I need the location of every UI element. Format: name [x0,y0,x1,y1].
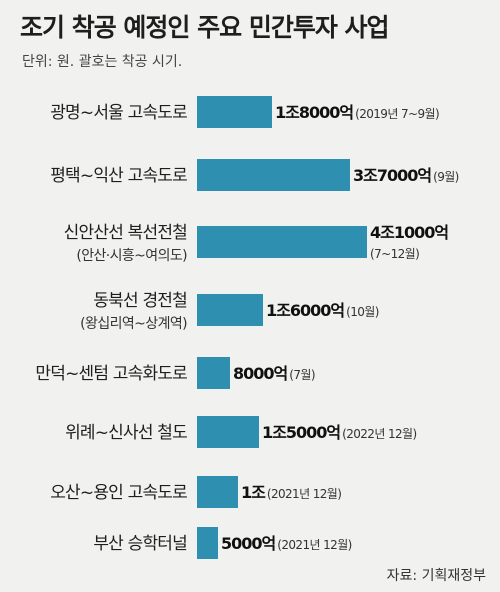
value-note-1: (9월) [433,170,459,184]
bar-3 [197,294,263,326]
category-sublabel-2: (안산·시흥~여의도) [76,248,187,264]
category-label-3: 동북선 경전철 [93,291,187,311]
value-note-2: (7~12월) [370,247,419,261]
chart-title: 조기 착공 예정인 주요 민간투자 사업 [20,13,390,42]
bar-7 [197,527,218,559]
value-label-5: 1조5000억 [262,423,340,442]
category-label-5: 위례~신사선 철도 [65,423,187,443]
value-label-3: 1조6000억 [266,301,344,320]
value-label-0: 1조8000억 [275,103,353,122]
bar-6 [197,476,238,508]
source-note: 자료: 기획재정부 [386,568,486,584]
value-label-2: 4조1000억 [370,223,448,242]
bar-5 [197,416,259,448]
bar-0 [197,96,272,128]
value-note-0: (2019년 7~9월) [355,107,439,121]
category-label-1: 평택~익산 고속도로 [50,166,187,186]
value-label-7: 5000억 [221,534,276,553]
bar-1 [197,159,350,191]
category-label-0: 광명~서울 고속도로 [50,103,187,123]
bar-4 [197,357,230,389]
category-sublabel-3: (왕십리역~상계역) [80,316,187,332]
category-label-7: 부산 승학터널 [93,534,187,554]
value-label-1: 3조7000억 [353,166,431,185]
value-note-4: (7월) [289,368,315,382]
value-note-6: (2021년 12월) [267,487,341,501]
value-note-7: (2021년 12월) [277,538,351,552]
category-label-2: 신안산선 복선전철 [64,223,187,243]
value-note-3: (10월) [346,305,379,319]
bar-2 [197,226,367,258]
value-note-5: (2022년 12월) [342,427,416,441]
value-label-6: 1조 [241,483,266,502]
category-label-6: 오산~용인 고속도로 [50,483,187,503]
value-label-4: 8000억 [233,364,288,383]
category-label-4: 만덕~센텀 고속화도로 [35,364,187,384]
unit-note: 단위: 원. 괄호는 착공 시기. [22,54,183,70]
